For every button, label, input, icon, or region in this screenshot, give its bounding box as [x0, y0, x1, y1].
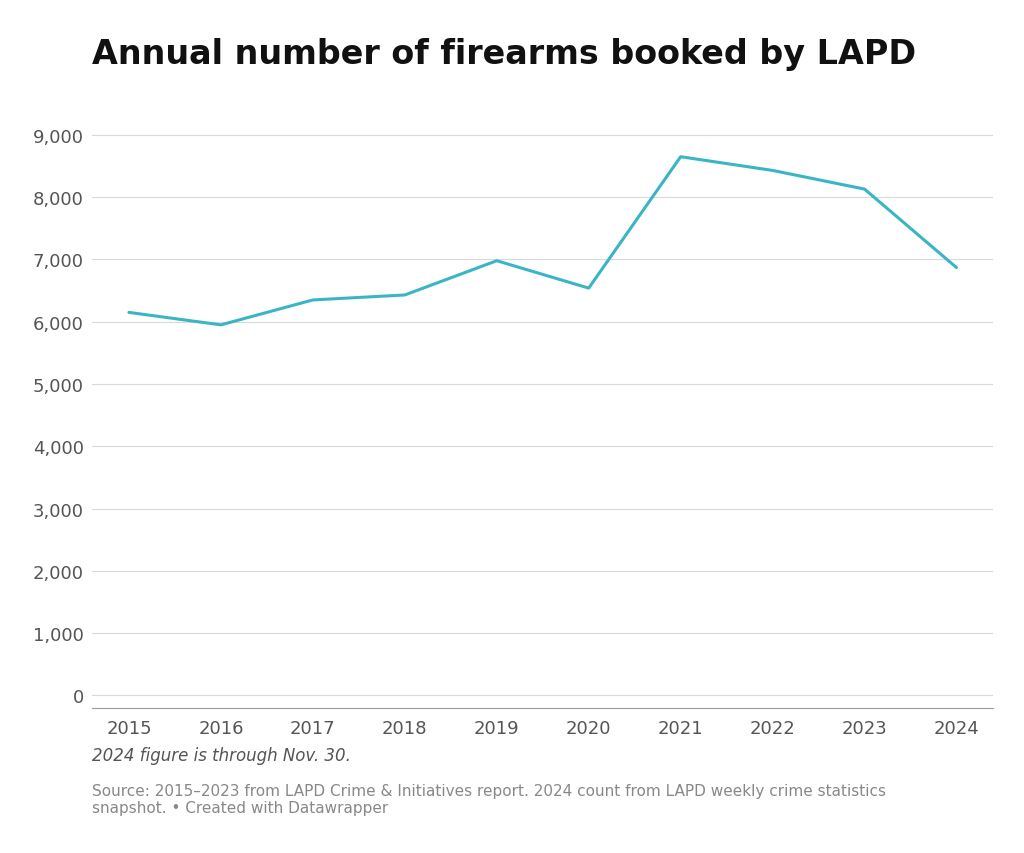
- Text: Annual number of firearms booked by LAPD: Annual number of firearms booked by LAPD: [92, 38, 916, 72]
- Text: Source: 2015–2023 from LAPD Crime & Initiatives report. 2024 count from LAPD wee: Source: 2015–2023 from LAPD Crime & Init…: [92, 783, 886, 815]
- Text: 2024 figure is through Nov. 30.: 2024 figure is through Nov. 30.: [92, 746, 351, 764]
